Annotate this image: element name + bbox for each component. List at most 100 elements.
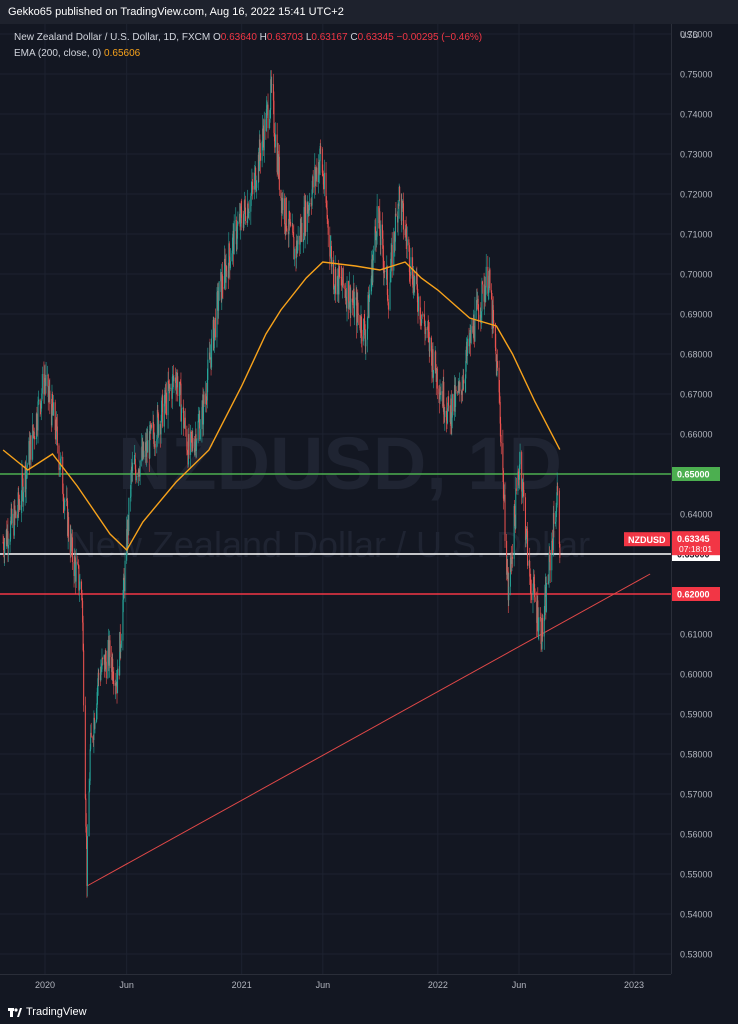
candle-body	[291, 225, 293, 227]
candle-body	[186, 429, 188, 451]
candle-body	[480, 314, 482, 318]
candle-body	[240, 206, 242, 227]
candle-body	[223, 258, 225, 289]
candle-body	[488, 269, 490, 276]
candle-body	[236, 238, 238, 245]
candle-body	[549, 552, 551, 554]
candle-body	[449, 405, 451, 423]
candle-body	[248, 211, 250, 213]
candle-body	[424, 328, 426, 334]
candle-body	[391, 244, 393, 253]
candle-body	[447, 408, 449, 424]
candle-body	[345, 296, 347, 309]
candle-body	[412, 284, 414, 294]
candle-body	[318, 162, 320, 174]
time-axis[interactable]: 2020 Jun 2021 Jun 2022 Jun 2023	[0, 974, 671, 991]
candle-body	[52, 407, 54, 416]
candle-body	[387, 294, 389, 303]
candle-body	[228, 243, 230, 258]
candle-body	[308, 208, 310, 211]
candle-body	[71, 537, 73, 563]
candle-body	[502, 470, 504, 499]
candle-body	[285, 197, 287, 229]
candle-body	[462, 380, 464, 389]
candle-body	[484, 289, 486, 303]
candle-body	[322, 174, 324, 185]
candle-body	[7, 544, 9, 549]
candle-body	[491, 299, 493, 330]
candle-body	[276, 134, 278, 173]
candle-body	[55, 419, 57, 440]
candle-body	[50, 404, 52, 426]
candle-body	[479, 314, 481, 323]
candle-body	[537, 630, 539, 632]
candle-body	[312, 176, 314, 188]
candle-body	[143, 450, 145, 458]
candle-body	[62, 493, 64, 502]
candle-body	[28, 441, 30, 465]
price-axis[interactable]: USD 0.53000 0.54000 0.55000 0.56000 0.57000 0…	[671, 24, 713, 974]
candle-body	[533, 576, 535, 585]
price-tick-label: 0.54000	[680, 910, 713, 920]
candle-body	[453, 394, 455, 412]
time-tick-label: Jun	[119, 980, 134, 990]
candle-body	[162, 395, 164, 427]
candle-body	[150, 424, 152, 428]
candle-body	[213, 319, 215, 349]
trend-line[interactable]	[86, 573, 651, 887]
candle-body	[379, 235, 381, 246]
candle-body	[305, 200, 307, 232]
price-chart[interactable]: NZDUSD, 1D New Zealand Dollar / U.S. Dol…	[0, 24, 738, 1000]
candle-body	[391, 244, 393, 271]
candle-body	[526, 528, 528, 539]
candle-body	[288, 211, 290, 235]
candle-body	[92, 737, 94, 739]
candle-body	[277, 151, 279, 175]
candle-body	[379, 211, 381, 236]
candle-body	[319, 161, 321, 174]
candle-body	[413, 274, 415, 294]
candle-body	[523, 489, 525, 498]
candle-body	[71, 537, 73, 547]
publish-header: Gekko65 published on TradingView.com, Au…	[0, 0, 738, 24]
candle-body	[307, 202, 309, 213]
candle-body	[521, 489, 523, 492]
candle-body	[290, 221, 292, 226]
candle-body	[227, 270, 229, 278]
candle-body	[100, 671, 102, 680]
candle-body	[344, 285, 346, 290]
candle-body	[211, 338, 213, 368]
candle-body	[231, 253, 233, 262]
candle-body	[266, 104, 268, 106]
candle-body	[38, 399, 40, 402]
candle-body	[116, 681, 118, 694]
candle-body	[472, 326, 474, 333]
candle-body	[372, 260, 374, 283]
candle-body	[53, 402, 55, 416]
candle-body	[390, 252, 392, 272]
candle-body	[457, 390, 459, 394]
candle-body	[302, 238, 304, 242]
candle-body	[81, 593, 83, 601]
candle-body	[336, 276, 338, 295]
candle-body	[292, 225, 294, 233]
candle-body	[113, 680, 115, 686]
candle-body	[415, 272, 417, 278]
candle-body	[150, 424, 152, 431]
candle-body	[118, 668, 120, 676]
candle-body	[235, 219, 237, 221]
candle-body	[73, 562, 75, 576]
candle-body	[40, 404, 42, 412]
candle-body	[352, 288, 354, 303]
candle-body	[30, 435, 32, 460]
candle-body	[327, 218, 329, 221]
horizontal-levels[interactable]	[0, 473, 671, 595]
candle-body	[119, 632, 121, 652]
low-label: L	[305, 32, 312, 43]
candle-body	[187, 452, 189, 465]
candle-body	[476, 300, 478, 311]
candle-body	[470, 330, 472, 344]
candle-body	[240, 206, 242, 211]
candle-body	[196, 440, 198, 451]
candle-body	[207, 359, 209, 380]
